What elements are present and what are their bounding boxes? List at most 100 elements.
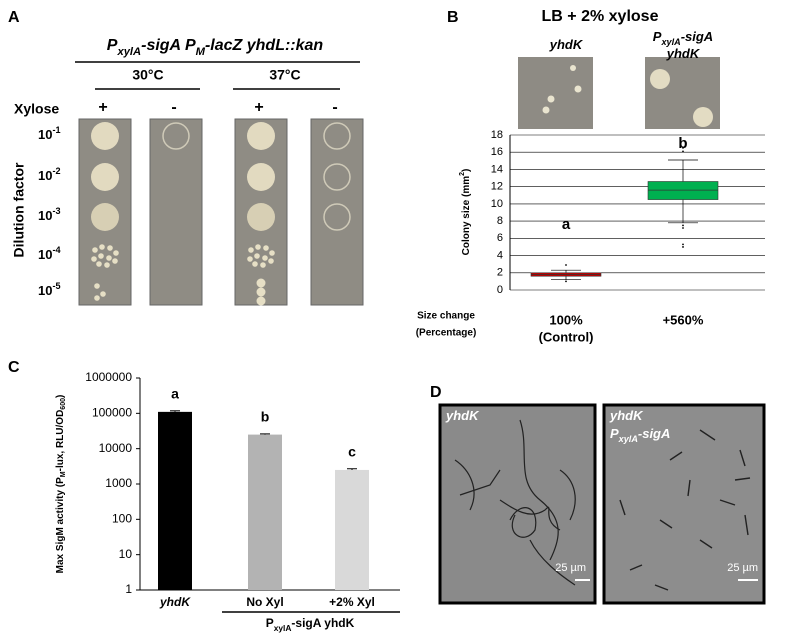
y-tick-label: 100000 <box>92 406 132 420</box>
x-tick-label: yhdK <box>159 595 191 609</box>
spot <box>91 163 119 191</box>
text-part: yhdK <box>445 408 480 423</box>
panel-letter: C <box>8 359 20 376</box>
text-part: ) <box>55 395 66 398</box>
colony <box>650 69 670 89</box>
xylose-sign: + <box>98 99 107 116</box>
plate <box>149 118 203 306</box>
dilution-label: 10-4 <box>38 245 61 262</box>
group-label: PxylA-sigA yhdK <box>266 616 355 633</box>
x-tick-label: +2% Xyl <box>329 595 375 609</box>
outlier <box>682 246 684 248</box>
colony <box>91 256 97 262</box>
text-part: 10 <box>38 127 52 142</box>
plate <box>310 118 364 306</box>
plate-label: yhdK <box>666 46 701 61</box>
text-part: 2 <box>459 172 466 176</box>
outlier <box>682 243 684 246</box>
significance-letter: c <box>348 443 356 459</box>
plate-label: yhdK <box>549 37 584 52</box>
y-tick-label: 4 <box>497 249 503 261</box>
colony <box>247 256 253 262</box>
y-tick-label: 18 <box>491 129 503 141</box>
panel-letter: A <box>8 9 20 26</box>
size-change-label: (Percentage) <box>416 328 477 339</box>
spot <box>247 122 275 150</box>
y-tick-label: 10 <box>119 547 133 561</box>
text-part: P <box>107 37 118 54</box>
plate-label: PxylA-sigA <box>653 29 713 47</box>
colony <box>256 287 266 297</box>
colony <box>262 255 268 261</box>
image-label: PxylA-sigA <box>610 426 670 444</box>
colony <box>92 247 98 253</box>
colony <box>542 106 550 114</box>
colony <box>547 95 555 103</box>
outlier <box>682 147 684 149</box>
text-part: -2 <box>52 166 60 176</box>
colony <box>254 253 260 259</box>
size-change: 100% <box>549 312 583 327</box>
filaments <box>454 419 576 586</box>
xylose-label: Xylose <box>14 101 59 117</box>
plates <box>78 118 364 306</box>
axis-label: Dilution factor <box>11 162 27 257</box>
colony <box>256 296 266 306</box>
text-part: P <box>653 29 662 44</box>
dilution-label: 10-2 <box>38 166 61 183</box>
colony <box>107 245 113 251</box>
colony <box>248 247 254 253</box>
text-part: yhdK <box>549 37 584 52</box>
y-tick-label: 1000 <box>105 476 132 490</box>
size-change: (Control) <box>539 329 594 344</box>
cells <box>619 429 751 591</box>
dilution-label: 10-5 <box>38 281 61 298</box>
y-axis-label: Colony size (mm2) <box>459 169 471 256</box>
outlier <box>565 280 567 283</box>
colony <box>263 245 269 251</box>
spot <box>162 122 190 150</box>
significance-letter: a <box>562 216 571 233</box>
text-part: -4 <box>52 245 61 255</box>
spot <box>323 203 351 231</box>
xylose-sign: - <box>171 99 176 116</box>
outlier <box>682 150 684 153</box>
text-part: xylA <box>116 46 141 58</box>
panel-letter: B <box>447 9 459 26</box>
spot <box>91 203 119 231</box>
y-tick-label: 6 <box>497 232 503 244</box>
y-tick-label: 1000000 <box>85 370 132 384</box>
text-part: 10 <box>38 208 52 223</box>
scale-label: 25 µm <box>727 562 758 574</box>
y-tick-label: 12 <box>491 181 503 193</box>
y-tick-label: 10 <box>491 198 503 210</box>
colony <box>104 262 110 268</box>
significance-letter: a <box>171 385 179 401</box>
text-part: -5 <box>52 281 60 291</box>
text-part: -lux, RLU/OD <box>55 410 66 472</box>
scale-label: 25 µm <box>555 562 586 574</box>
xylose-sign: + <box>254 99 263 116</box>
micrograph <box>438 403 597 605</box>
spot <box>91 122 119 150</box>
text-part: Colony size (mm <box>461 176 472 256</box>
colony <box>113 250 119 256</box>
text-part: 10 <box>38 283 52 298</box>
x-tick-label: No Xyl <box>246 595 283 609</box>
text-part: xylA <box>274 623 292 633</box>
spot <box>323 122 351 150</box>
text-part: -sigA <box>681 29 714 44</box>
colony <box>268 258 274 264</box>
panel-letter: D <box>430 384 442 401</box>
temperature: 37°C <box>269 67 300 83</box>
y-tick-label: 1 <box>125 582 132 596</box>
text-part: 10 <box>38 168 52 183</box>
text-part: -3 <box>52 206 60 216</box>
image-label: yhdK <box>609 408 644 423</box>
chart-title: LB + 2% xylose <box>542 8 659 25</box>
text-part: -sigA <box>638 426 671 441</box>
bar <box>158 411 192 590</box>
text-part: xylA <box>660 37 680 47</box>
spot <box>323 163 351 191</box>
